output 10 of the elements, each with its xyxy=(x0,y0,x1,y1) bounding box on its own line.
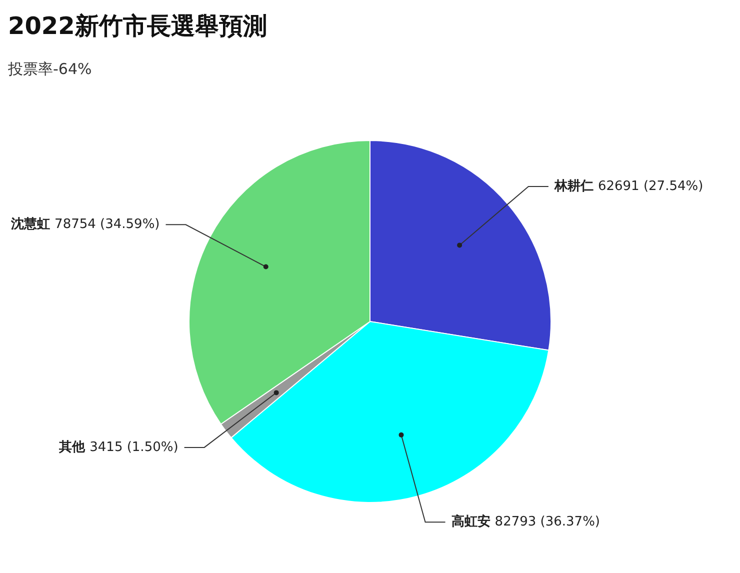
slice-label: 林耕仁 xyxy=(553,178,594,194)
slice-label: 其他 xyxy=(58,440,86,455)
data-label: 62691 (27.54%) xyxy=(598,178,704,194)
slice-label: 高虹安 xyxy=(451,514,490,530)
chart-title: 2022新竹市長選舉預測 xyxy=(8,11,267,42)
slice-label: 沈慧虹 xyxy=(10,216,50,232)
data-label: 3415 (1.50%) xyxy=(90,440,178,455)
data-label: 78754 (34.59%) xyxy=(54,217,160,232)
data-label: 82793 (36.37%) xyxy=(494,514,600,530)
chart-subtitle: 投票率-64% xyxy=(8,60,92,79)
